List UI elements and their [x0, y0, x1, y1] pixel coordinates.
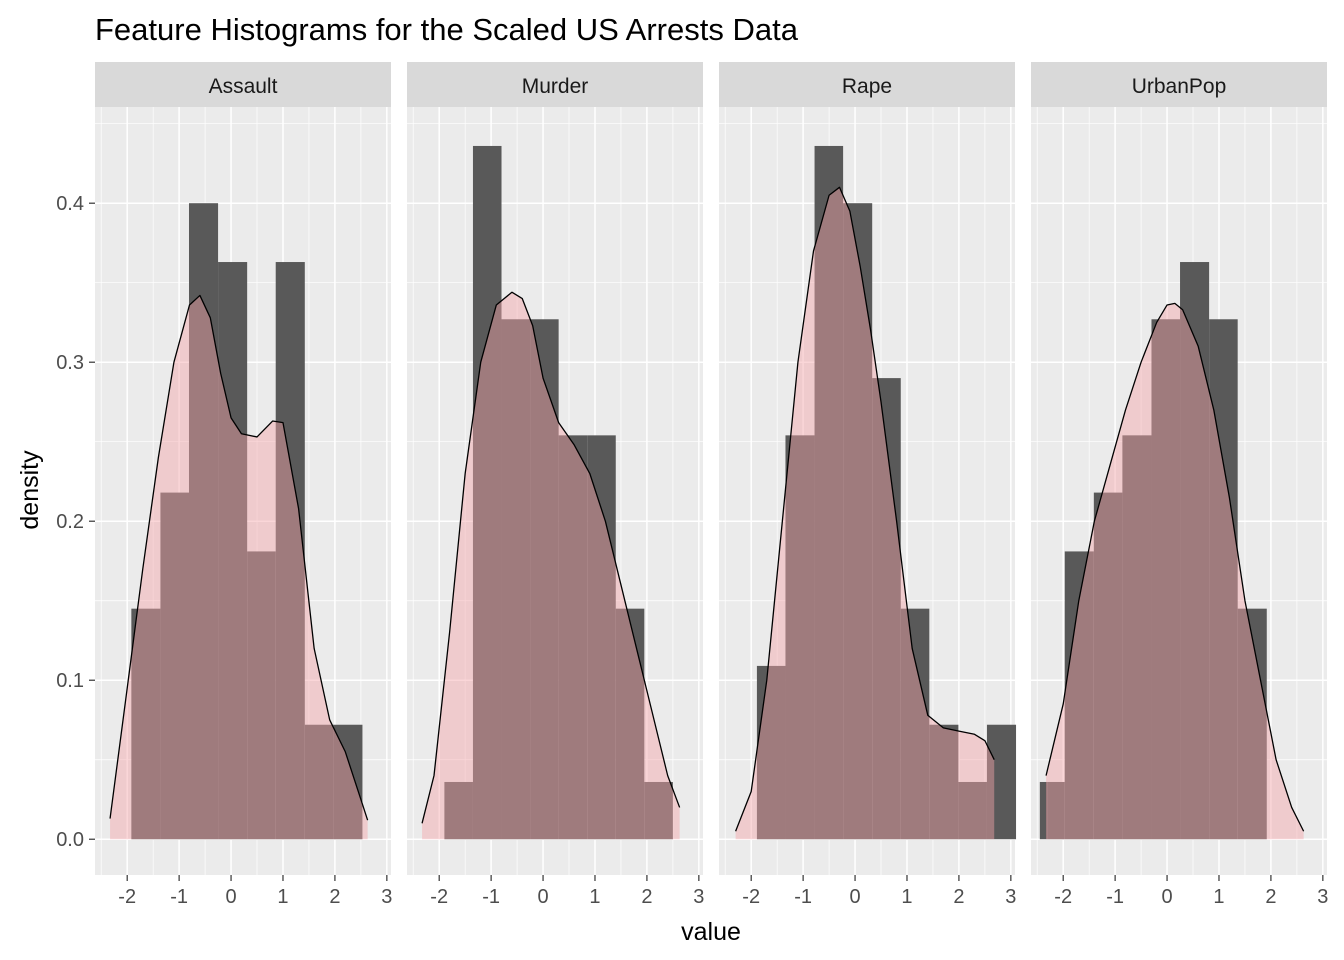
x-tick-label: 1: [1213, 886, 1224, 908]
x-tick-label: -1: [794, 886, 812, 908]
x-axis: -2 -1 0 1 2 3: [742, 875, 1016, 908]
x-tick-label: 0: [225, 886, 236, 908]
histogram-bars: [756, 145, 1017, 840]
facet-strip-label: Rape: [842, 75, 892, 98]
histogram-bar: [958, 781, 987, 840]
histogram-bar: [275, 262, 305, 840]
histogram-bar: [785, 435, 815, 840]
x-tick-label: 3: [1005, 886, 1016, 908]
y-tick-label: 0.3: [56, 352, 84, 374]
facet-strip: [1031, 62, 1327, 107]
facet-panel-urbanpop: UrbanPop -2 -1 0 1 2 3: [1031, 62, 1328, 908]
x-tick-label: -2: [742, 886, 760, 908]
histogram-bar: [615, 608, 645, 840]
density-curve: [421, 291, 681, 824]
x-tick-label: -1: [1106, 886, 1124, 908]
density-area: [110, 295, 368, 840]
density-area: [422, 292, 680, 840]
x-tick-label: 0: [537, 886, 548, 908]
x-tick-label: -2: [118, 886, 136, 908]
y-tick-label: 0.0: [56, 829, 84, 851]
x-tick-label: 2: [329, 886, 340, 908]
histogram-bar: [218, 262, 248, 840]
histogram-bar: [333, 724, 363, 840]
x-axis: -2 -1 0 1 2 3: [1054, 875, 1328, 908]
histogram-bar: [1209, 319, 1238, 840]
histogram-bar: [530, 319, 559, 840]
histogram-bars: [444, 145, 673, 840]
histogram-bar: [1093, 492, 1123, 840]
histogram-bars: [1039, 262, 1267, 840]
facet-strip-label: Murder: [522, 75, 589, 98]
x-tick-label: 1: [589, 886, 600, 908]
histogram-bar: [1039, 781, 1048, 840]
histogram-bar: [1151, 319, 1181, 840]
x-tick-label: -1: [170, 886, 188, 908]
histogram-bar: [1047, 781, 1065, 840]
facet-panel-rape: Rape -2 -1 0 1 2 3: [719, 62, 1016, 908]
density-area: [735, 187, 995, 840]
density-curve: [109, 294, 369, 821]
histogram-bar: [1237, 608, 1267, 840]
x-tick-label: 3: [381, 886, 392, 908]
histogram-bar: [304, 724, 334, 840]
x-tick-label: 0: [849, 886, 860, 908]
y-tick-label: 0.2: [56, 511, 84, 533]
x-tick-label: 1: [901, 886, 912, 908]
x-tick-label: 2: [953, 886, 964, 908]
x-tick-label: 2: [1265, 886, 1276, 908]
x-tick-label: 1: [277, 886, 288, 908]
histogram-bar: [501, 319, 531, 840]
histogram-bar: [929, 724, 959, 840]
histogram-bar: [558, 435, 588, 840]
y-axis-title: density: [16, 450, 44, 530]
histogram-bar: [1180, 262, 1210, 840]
histogram-bar: [756, 665, 786, 840]
y-tick-label: 0.4: [56, 193, 84, 215]
x-tick-label: -2: [1054, 886, 1072, 908]
x-axis: -2 -1 0 1 2 3: [430, 875, 704, 908]
histogram-bar: [188, 203, 219, 840]
x-axis-title: value: [681, 918, 741, 946]
facet-panels: 0.0 0.1 0.2 0.3 0.4 Assault -2 -1 0 1 2 3 Murder -2 -1…: [56, 62, 1328, 908]
histogram-bar: [872, 378, 901, 840]
y-axis: 0.0 0.1 0.2 0.3 0.4: [56, 193, 95, 851]
histogram-bar: [131, 608, 161, 840]
histogram-bar: [444, 781, 473, 840]
facet-strip-label: Assault: [209, 75, 278, 98]
x-tick-label: 0: [1161, 886, 1172, 908]
histogram-bar: [160, 492, 189, 840]
x-tick-label: -1: [482, 886, 500, 908]
x-tick-label: 3: [693, 886, 704, 908]
histogram-bar: [900, 608, 930, 840]
histogram-bar: [1122, 435, 1152, 840]
facet-panel-assault: Assault -2 -1 0 1 2 3: [95, 62, 392, 908]
y-tick-label: 0.1: [56, 670, 84, 692]
chart-title: Feature Histograms for the Scaled US Arr…: [95, 12, 799, 47]
histogram-bar: [986, 724, 1017, 840]
x-axis: -2 -1 0 1 2 3: [118, 875, 392, 908]
histogram-bars: [131, 203, 363, 840]
facet-strip-label: UrbanPop: [1132, 75, 1227, 98]
density-curve: [1045, 302, 1305, 832]
facet-panel-murder: Murder -2 -1 0 1 2 3: [407, 62, 704, 908]
histogram-bar: [247, 551, 276, 840]
x-tick-label: -2: [430, 886, 448, 908]
x-tick-label: 3: [1317, 886, 1328, 908]
histogram-bar: [814, 145, 844, 840]
facet-strip: [407, 62, 703, 107]
histogram-bar: [644, 781, 673, 840]
density-curve: [735, 186, 995, 832]
histogram-bar: [587, 435, 616, 840]
x-tick-label: 2: [641, 886, 652, 908]
facet-strip: [719, 62, 1015, 107]
facet-strip: [95, 62, 391, 107]
histogram-bar: [472, 145, 502, 840]
density-area: [1046, 303, 1304, 840]
